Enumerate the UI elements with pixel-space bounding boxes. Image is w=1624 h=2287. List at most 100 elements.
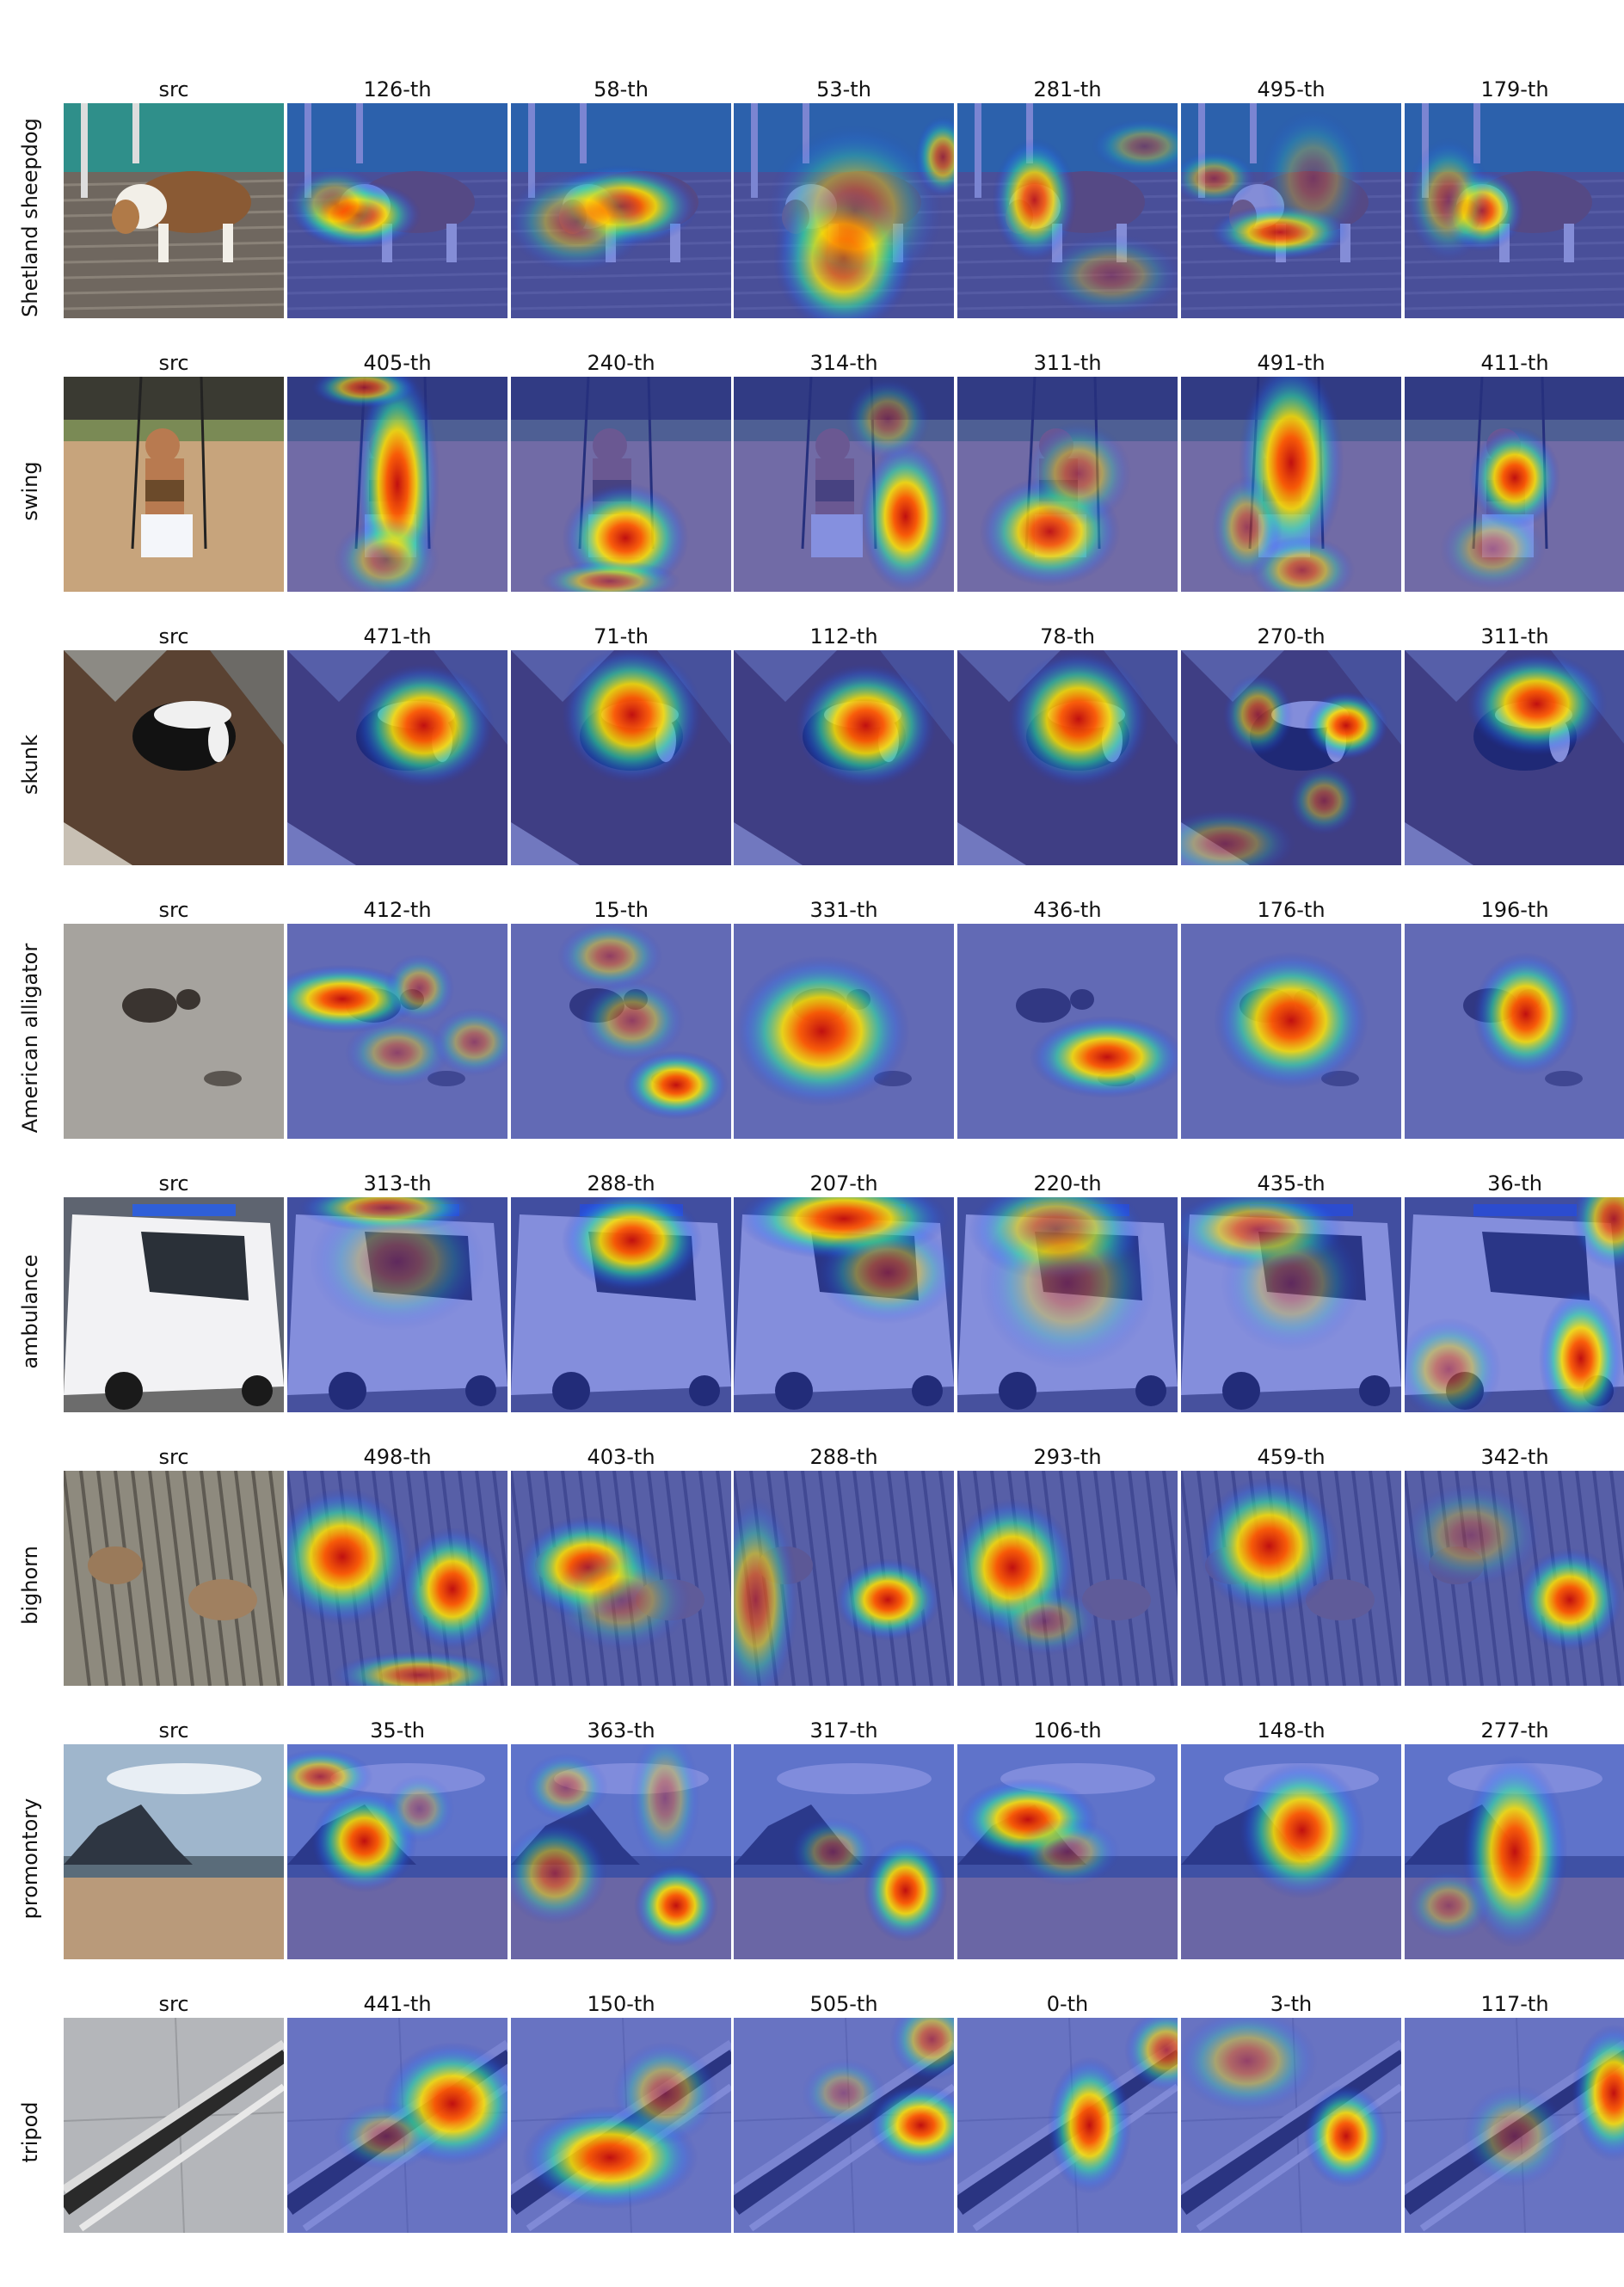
source-image	[64, 1197, 284, 1412]
heat-blob	[1260, 109, 1367, 248]
attention-map-cell: 342-th	[1405, 1443, 1624, 1701]
source-image	[64, 103, 284, 318]
channel-title: 435-th	[1257, 1171, 1326, 1196]
source-title: src	[158, 1718, 189, 1743]
attention-heatmap	[957, 1197, 1178, 1412]
attention-heatmap	[957, 377, 1178, 592]
photo-content	[64, 1471, 284, 1686]
attention-heatmap	[287, 1744, 508, 1959]
figure-row: Shetland sheepdog src 126-th 58-th 53-th 281-…	[0, 76, 1624, 334]
photo-content	[64, 1744, 284, 1959]
channel-title: 313-th	[363, 1171, 432, 1196]
channel-title: 331-th	[809, 898, 878, 922]
channel-title: 311-th	[1033, 351, 1102, 375]
heat-blob	[1516, 1548, 1623, 1651]
channel-title: 281-th	[1033, 77, 1102, 101]
attention-map-cell: 403-th	[511, 1443, 731, 1701]
channel-title: 196-th	[1480, 898, 1549, 922]
attention-heatmap	[1405, 2018, 1624, 2233]
figure-row: American alligator src 412-th 15-th 331-th 43…	[0, 896, 1624, 1154]
attention-heatmap	[511, 1197, 731, 1412]
attention-heatmap	[734, 924, 954, 1139]
channel-title: 403-th	[587, 1445, 655, 1469]
source-title: src	[158, 624, 189, 649]
source-image	[64, 924, 284, 1139]
heat-blob	[1468, 426, 1561, 530]
heat-blob	[1405, 1318, 1502, 1412]
attention-map-cell: 106-th	[957, 1717, 1178, 1975]
attention-heatmap	[511, 1744, 731, 1959]
heat-blob	[561, 650, 703, 784]
channel-title: 288-th	[587, 1171, 655, 1196]
attention-heatmap	[1405, 377, 1624, 592]
source-image-cell: src	[64, 76, 284, 334]
channel-title: 459-th	[1257, 1445, 1326, 1469]
attention-map-cell: 150-th	[511, 1990, 731, 2248]
source-image-cell: src	[64, 896, 284, 1154]
heat-blob	[579, 979, 686, 1062]
heat-blob	[734, 956, 910, 1107]
row-label: ambulance	[0, 1170, 60, 1428]
figure-row: swing src 405-th 240-th 314-th 311-th 491-th 41…	[0, 349, 1624, 607]
heat-blob	[1289, 766, 1360, 835]
channel-title: 270-th	[1257, 624, 1326, 649]
attention-map-cell: 207-th	[734, 1170, 954, 1428]
attention-map-cell: 78-th	[957, 623, 1178, 881]
attention-heatmap	[734, 103, 954, 318]
channel-title: 471-th	[363, 624, 432, 649]
channel-title: 495-th	[1257, 77, 1326, 101]
channel-title: 314-th	[809, 351, 878, 375]
heat-blob	[979, 1197, 1156, 1369]
figure-row: skunk src 471-th 71-th 112-th 78-th 270-th 311-…	[0, 623, 1624, 881]
channel-title: 3-th	[1270, 1992, 1313, 2016]
heat-blob	[333, 2101, 440, 2171]
heat-blob	[1473, 952, 1579, 1076]
heat-blob	[817, 1220, 954, 1325]
attention-map-cell: 317-th	[734, 1717, 954, 1975]
row-label-text: promontory	[18, 1798, 42, 1920]
heat-blob	[287, 166, 385, 243]
attention-heatmap	[287, 377, 508, 592]
heat-blob	[992, 1587, 1098, 1656]
attention-map-cell: 471-th	[287, 623, 508, 881]
attention-map-cell: 311-th	[1405, 623, 1624, 881]
attention-map-cell: 314-th	[734, 349, 954, 607]
channel-title: 317-th	[809, 1718, 878, 1743]
heat-blob	[1439, 507, 1546, 590]
heat-blob	[801, 2058, 887, 2128]
attention-heatmap	[734, 1197, 954, 1412]
attention-heatmap	[287, 2018, 508, 2233]
channel-title: 505-th	[809, 1992, 878, 2016]
row-label: American alligator	[0, 896, 60, 1154]
heat-blob	[511, 169, 648, 274]
attention-map-cell: 293-th	[957, 1443, 1178, 1701]
channel-title: 58-th	[594, 77, 649, 101]
source-image	[64, 1471, 284, 1686]
heat-blob	[1406, 1871, 1492, 1940]
heat-blob	[384, 1774, 455, 1843]
heat-blob	[1029, 1016, 1178, 1098]
heat-blob	[1007, 650, 1149, 788]
attention-map-cell: 459-th	[1181, 1443, 1401, 1701]
photo-content	[64, 103, 284, 318]
channel-title: 0-th	[1046, 1992, 1089, 2016]
attention-heatmap	[511, 924, 731, 1139]
attention-heatmap	[734, 1744, 954, 1959]
heat-blob	[557, 924, 663, 991]
channel-title: 288-th	[809, 1445, 878, 1469]
row-label-text: Shetland sheepdog	[18, 118, 42, 317]
source-image-cell: src	[64, 1717, 284, 1975]
heat-blob	[1466, 652, 1608, 756]
attention-heatmap	[1405, 1471, 1624, 1686]
row-label-text: bighorn	[18, 1546, 42, 1625]
attention-map-cell: 491-th	[1181, 349, 1401, 607]
heat-blob	[1181, 151, 1257, 206]
attention-map-cell: 15-th	[511, 896, 731, 1154]
attention-heatmap	[511, 2018, 731, 2233]
row-label: tripod	[0, 1990, 60, 2248]
heat-blob	[1213, 951, 1369, 1090]
attention-heatmap	[287, 650, 508, 865]
channel-title: 411-th	[1480, 351, 1549, 375]
row-label-text: American alligator	[18, 943, 42, 1134]
